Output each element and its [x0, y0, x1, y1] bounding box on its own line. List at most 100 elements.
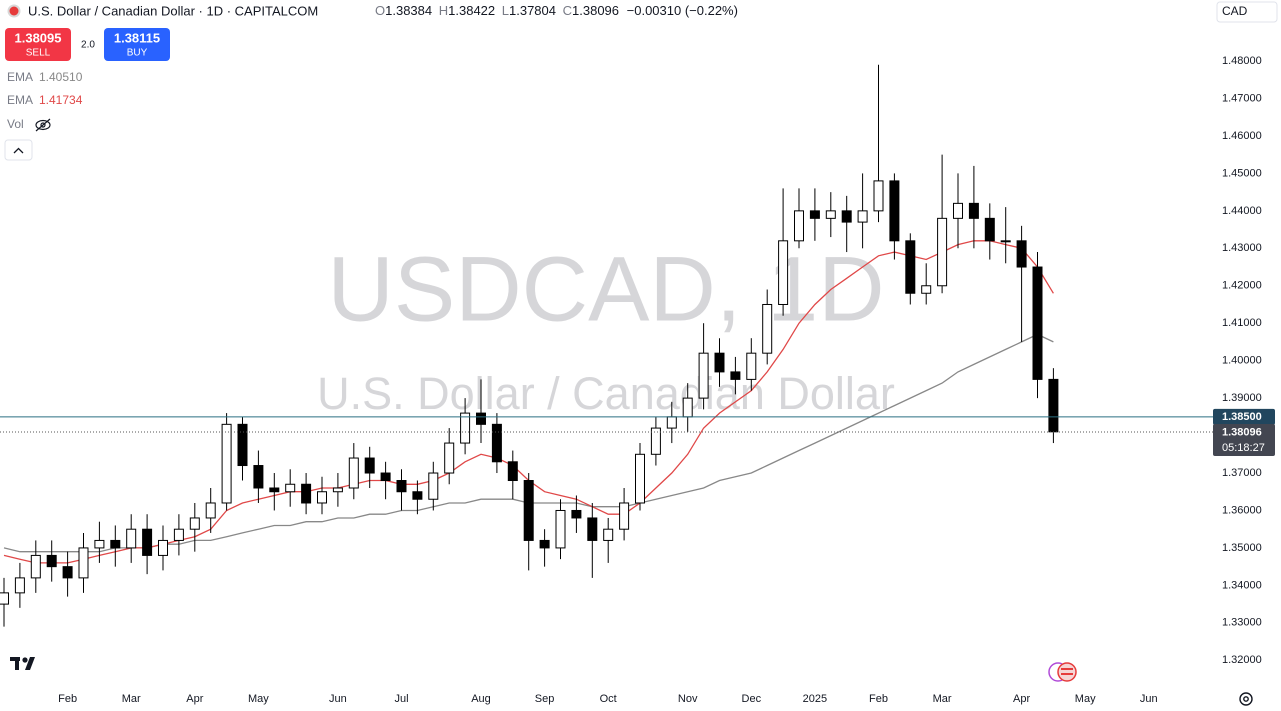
last-price-label-box	[1213, 423, 1275, 456]
y-tick-label: 1.42000	[1222, 280, 1262, 292]
candle-body	[1032, 266, 1043, 380]
x-tick-label: Feb	[869, 693, 888, 705]
x-tick-label: Mar	[122, 693, 141, 705]
ohlc-value: 1.38384	[385, 3, 432, 18]
x-tick-label: Apr	[1013, 693, 1030, 705]
x-tick-label: Aug	[471, 693, 491, 705]
y-tick-label: 1.47000	[1222, 92, 1262, 104]
candle-body	[968, 202, 979, 219]
volume-label[interactable]: Vol	[7, 117, 24, 131]
y-tick-label: 1.46000	[1222, 130, 1262, 142]
hidden-eye-icon[interactable]	[35, 118, 51, 132]
candle-body	[0, 592, 9, 605]
candle-body	[539, 539, 550, 549]
candle-body	[380, 472, 391, 482]
y-tick-label: 1.39000	[1222, 392, 1262, 404]
candle-body	[142, 528, 153, 556]
legend-value: 1.41734	[39, 93, 83, 107]
candle-body	[46, 554, 57, 568]
x-tick-label: Jun	[1140, 693, 1158, 705]
candle-body	[889, 180, 900, 242]
change: −0.00310 (−0.22%)	[627, 3, 738, 18]
candle-body	[937, 217, 948, 287]
candle-body	[857, 210, 868, 223]
x-tick-label: 2025	[803, 693, 827, 705]
candle-body	[778, 240, 789, 305]
candle-body	[953, 202, 963, 219]
y-tick-label: 1.45000	[1222, 167, 1262, 179]
candle-body	[794, 210, 804, 242]
ohlc-values: O1.38384 H1.38422 L1.37804 C1.38096 −0.0…	[375, 3, 738, 18]
x-tick-label: Feb	[58, 693, 77, 705]
currency-label: CAD	[1222, 4, 1248, 18]
candle-body	[14, 577, 25, 594]
candle-body	[1048, 378, 1059, 433]
candle-body	[237, 423, 248, 467]
collapse-button[interactable]	[4, 139, 33, 161]
candle-body	[1000, 240, 1011, 243]
ohlc-key: O	[375, 3, 385, 18]
x-tick-label: Jun	[329, 693, 347, 705]
y-tick-label: 1.37000	[1222, 467, 1262, 479]
candle-body	[253, 465, 264, 489]
y-tick-label: 1.34000	[1222, 579, 1262, 591]
candle-body	[94, 539, 105, 549]
sell-label: SELL	[26, 48, 51, 59]
candle-body	[921, 285, 932, 294]
candle-body	[428, 472, 439, 500]
candle-body	[762, 303, 773, 354]
candle-body	[491, 423, 502, 463]
x-tick-label: May	[1075, 693, 1096, 705]
candle-body	[666, 416, 677, 429]
legend-name[interactable]: EMA	[7, 93, 33, 107]
candle-body	[984, 217, 995, 242]
price-line-label-box	[1213, 408, 1275, 425]
candle-body	[78, 547, 89, 579]
candle-body	[746, 352, 757, 380]
candle-body	[348, 457, 359, 489]
countdown-label: 05:18:27	[1222, 442, 1265, 454]
price-axis: 1.32000 1.33000 1.34000 1.35000 1.36000 1.370…	[58, 55, 1275, 705]
candle-body	[62, 566, 73, 579]
legend-name[interactable]: EMA	[7, 70, 33, 84]
candle-body	[809, 210, 820, 219]
y-tick-label: 1.33000	[1222, 617, 1262, 629]
watermark-name: U.S. Dollar / Canadian Dollar	[317, 368, 895, 419]
candle-body	[730, 371, 741, 380]
candle-body	[173, 528, 184, 541]
candle-body	[841, 210, 852, 223]
x-tick-label: Apr	[186, 693, 203, 705]
y-tick-label: 1.32000	[1222, 654, 1262, 666]
buy-label: BUY	[127, 48, 148, 59]
sell-button[interactable]	[5, 28, 71, 61]
ohlc-value: 1.38422	[448, 3, 495, 18]
legend: Vol EMA 1.40510 EMA 1.41734	[4, 70, 83, 161]
y-tick-label: 1.48000	[1222, 55, 1262, 67]
currency-selector[interactable]	[1216, 1, 1278, 23]
candle-body	[1016, 240, 1027, 268]
symbol-title[interactable]: U.S. Dollar / Canadian Dollar · 1D · CAP…	[28, 3, 318, 18]
candle-body	[205, 502, 216, 519]
settings-icon[interactable]	[1239, 692, 1253, 706]
candle-body	[905, 240, 916, 294]
last-price-label: 1.38096	[1222, 426, 1262, 438]
candle-body	[555, 509, 566, 549]
candle-body	[412, 491, 423, 500]
candle-body	[110, 539, 121, 549]
candle-body	[30, 554, 41, 579]
x-tick-label: Oct	[600, 693, 617, 705]
candle-body	[682, 397, 693, 418]
candle-body	[587, 517, 598, 541]
buy-button[interactable]	[104, 28, 170, 61]
candle-body	[364, 457, 375, 474]
candle-body	[269, 487, 280, 493]
y-tick-label: 1.44000	[1222, 205, 1262, 217]
ohlc-key: H	[439, 3, 448, 18]
ohlc-value: 1.38096	[572, 3, 619, 18]
candle-body	[189, 517, 200, 530]
watermark: USDCAD, 1D U.S. Dollar / Canadian Dollar	[317, 238, 895, 419]
candle-body	[603, 528, 614, 541]
flag-badge	[1048, 662, 1077, 682]
tradingview-logo	[10, 657, 35, 670]
